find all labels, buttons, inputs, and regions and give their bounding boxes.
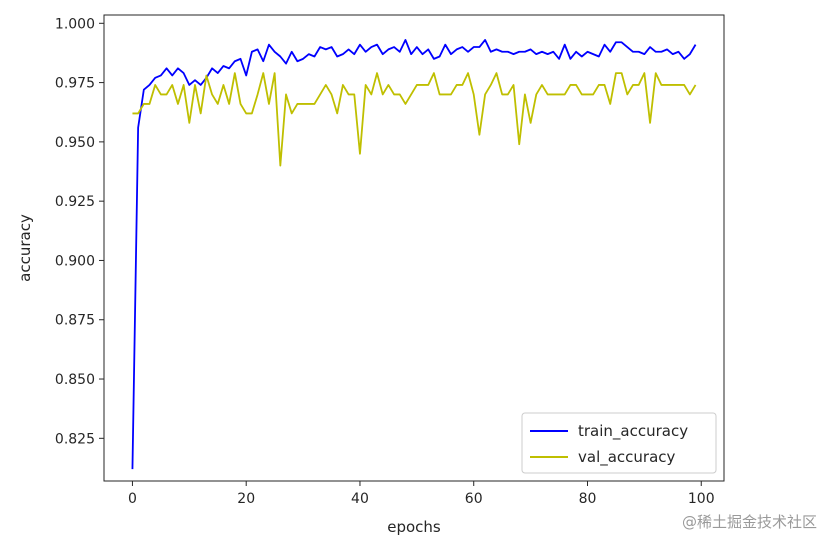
x-tick-label: 100 [688, 491, 715, 507]
series-line-val-accuracy [132, 72, 697, 167]
legend: train_accuracy val_accuracy [521, 412, 717, 474]
plot-area [103, 14, 725, 482]
legend-label-train: train_accuracy [578, 422, 688, 441]
y-tick-label: 0.975 [55, 76, 95, 92]
x-tick-label: 20 [237, 491, 255, 507]
x-tick-label: 0 [128, 491, 137, 507]
series-line-train-accuracy [131, 39, 697, 470]
x-tick-label: 80 [579, 491, 597, 507]
x-axis-ticks: 0 20 40 60 80 100 [128, 481, 715, 507]
y-tick-label: 0.900 [55, 253, 95, 269]
x-axis-label: epochs [387, 518, 441, 536]
legend-label-val: val_accuracy [578, 448, 676, 467]
y-axis-label: accuracy [16, 214, 34, 282]
x-tick-label: 40 [351, 491, 369, 507]
y-tick-label: 0.925 [55, 194, 95, 210]
y-tick-label: 0.825 [55, 431, 95, 447]
x-tick-label: 60 [465, 491, 483, 507]
y-tick-label: 0.875 [55, 313, 95, 329]
legend-box [521, 412, 717, 474]
series-lines [131, 39, 697, 470]
y-axis-ticks: 0.825 0.850 0.875 0.900 0.925 0.950 0.975 1.000 [55, 16, 104, 447]
watermark: @稀土掘金技术社区 [681, 513, 817, 531]
y-tick-label: 1.000 [55, 16, 95, 32]
y-tick-label: 0.850 [55, 372, 95, 388]
y-tick-label: 0.950 [55, 135, 95, 151]
